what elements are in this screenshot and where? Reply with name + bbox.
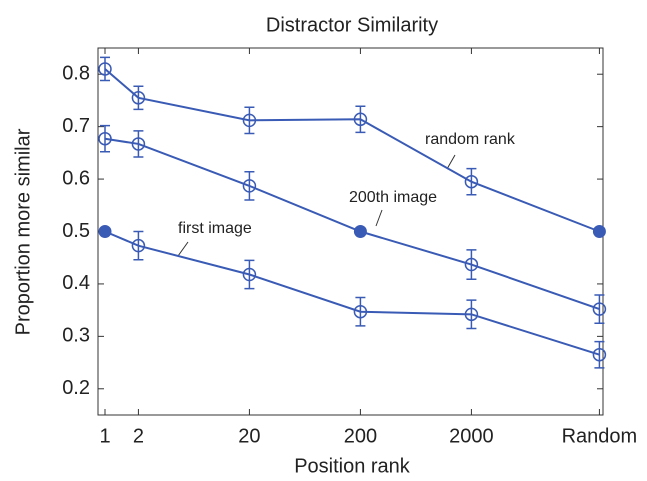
error-bar	[133, 130, 144, 158]
y-tick-label: 0.8	[62, 62, 90, 84]
series-annotation: random rank	[425, 131, 516, 148]
error-bar	[594, 340, 605, 369]
chart-title: Distractor Similarity	[266, 14, 438, 36]
marker	[464, 257, 479, 272]
marker	[464, 307, 479, 322]
x-tick-label: 20	[238, 425, 260, 447]
error-bar	[355, 105, 366, 134]
marker	[98, 225, 112, 238]
error-bar	[133, 85, 144, 111]
x-tick-label: Random	[562, 425, 638, 447]
annotation-leader	[375, 209, 383, 227]
series-annotation: 200th image	[349, 189, 437, 206]
marker	[242, 179, 257, 193]
error-bar	[244, 170, 255, 201]
error-bar	[244, 106, 255, 135]
error-bar	[100, 56, 110, 82]
annotation-leader	[446, 154, 456, 170]
y-tick-label: 0.7	[62, 115, 90, 137]
marker	[98, 131, 112, 146]
x-tick-label: 2	[133, 425, 144, 447]
plot-frame	[97, 47, 604, 416]
error-bar	[466, 299, 477, 330]
marker	[592, 347, 607, 362]
marker	[242, 267, 257, 282]
error-bar	[594, 294, 605, 324]
marker	[592, 302, 607, 316]
marker	[242, 113, 257, 128]
y-tick-label: 0.5	[62, 220, 90, 242]
series-line	[104, 68, 600, 233]
error-bar	[133, 230, 144, 261]
marker	[131, 137, 146, 151]
x-tick-label: 2000	[449, 425, 494, 447]
x-tick-label: 200	[344, 425, 377, 447]
annotation-leader	[177, 241, 189, 257]
marker	[98, 62, 112, 76]
x-axis-label: Position rank	[294, 455, 411, 477]
y-tick-label: 0.2	[62, 377, 90, 399]
series-annotation: first image	[178, 220, 252, 237]
marker	[131, 91, 146, 105]
error-bar	[355, 296, 366, 327]
x-tick-label: 1	[99, 425, 110, 447]
error-bar	[244, 259, 255, 290]
marker	[353, 225, 367, 238]
marker	[464, 174, 479, 189]
marker	[353, 112, 368, 127]
y-tick-label: 0.3	[62, 325, 90, 347]
y-tick-label: 0.4	[62, 272, 90, 294]
marker	[131, 238, 146, 253]
marker	[592, 225, 606, 238]
y-tick-label: 0.6	[62, 167, 90, 189]
marker	[353, 304, 368, 319]
error-bar	[100, 124, 110, 153]
y-axis-label: Proportion more similar	[12, 128, 34, 335]
error-bar	[466, 167, 477, 196]
series-line	[104, 230, 600, 356]
error-bar	[466, 249, 477, 280]
